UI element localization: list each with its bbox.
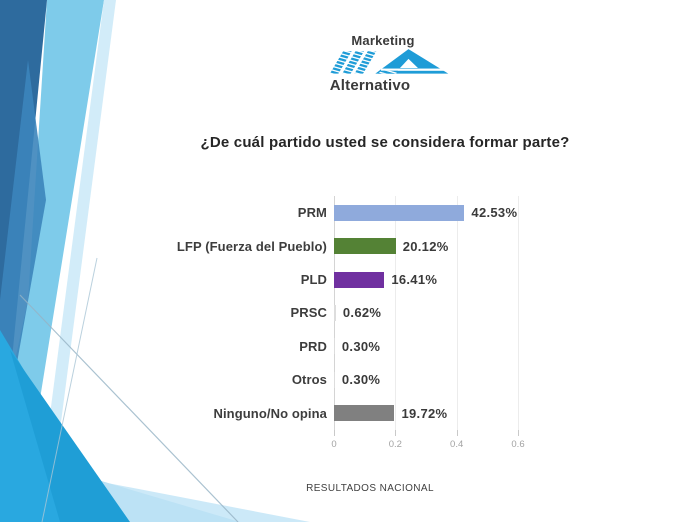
chart-row: PLD 16.41% [157, 263, 587, 296]
x-tick [334, 430, 335, 436]
bar [334, 204, 465, 221]
x-tick-label: 0 [331, 439, 337, 450]
category-label: PRM [297, 205, 327, 221]
value-label: 42.53% [471, 205, 518, 221]
category-label: PLD [300, 272, 327, 288]
value-label: 0.30% [341, 372, 381, 388]
bar [334, 238, 396, 255]
category-label: PRSC [290, 305, 327, 321]
chart-row: PRSC 0.62% [157, 296, 587, 329]
x-tick [395, 430, 397, 436]
x-tick-label: 0.6 [511, 439, 525, 450]
logo-text-alternativo: Alternativo [329, 77, 411, 94]
slide-footer: RESULTADOS NACIONAL [306, 483, 434, 494]
bar [334, 371, 335, 388]
logo-text-marketing: Marketing [351, 33, 415, 48]
ma-monogram-icon [329, 49, 453, 74]
value-label: 0.62% [342, 305, 382, 321]
value-label: 16.41% [391, 272, 438, 288]
chart-title: ¿De cuál partido usted se considera form… [200, 134, 570, 151]
x-tick [518, 430, 519, 436]
chart-row: PRM 42.53% [157, 196, 587, 229]
chart-row: Ninguno/No opina 19.72% [157, 397, 587, 430]
x-tick-label: 0.2 [388, 439, 402, 450]
bar [334, 271, 385, 288]
value-label: 20.12% [402, 238, 449, 254]
category-label: PRD [299, 338, 327, 354]
chart-rows: PRM 42.53% LFP (Fuerza del Pueblo) 20.12% PL… [157, 196, 587, 430]
category-label: Ninguno/No opina [213, 405, 327, 421]
category-label: LFP (Fuerza del Pueblo) [176, 238, 327, 254]
bar [334, 338, 335, 355]
category-label: Otros [291, 372, 327, 388]
chart-row: PRD 0.30% [157, 330, 587, 363]
x-tick-label: 0.4 [450, 439, 464, 450]
x-gridline [518, 196, 519, 430]
bar [334, 304, 336, 321]
bar [334, 405, 395, 422]
value-label: 19.72% [401, 405, 448, 421]
chart-row: LFP (Fuerza del Pueblo) 20.12% [157, 229, 587, 262]
value-label: 0.30% [341, 338, 381, 354]
chart-row: Otros 0.30% [157, 363, 587, 396]
x-tick [456, 430, 458, 436]
x-gridline [456, 196, 458, 430]
x-gridline [395, 196, 397, 430]
bar-chart: 0 0.2 0.4 0.6 PRM 42.53% LFP (Fuerza del Pueb… [157, 196, 587, 458]
